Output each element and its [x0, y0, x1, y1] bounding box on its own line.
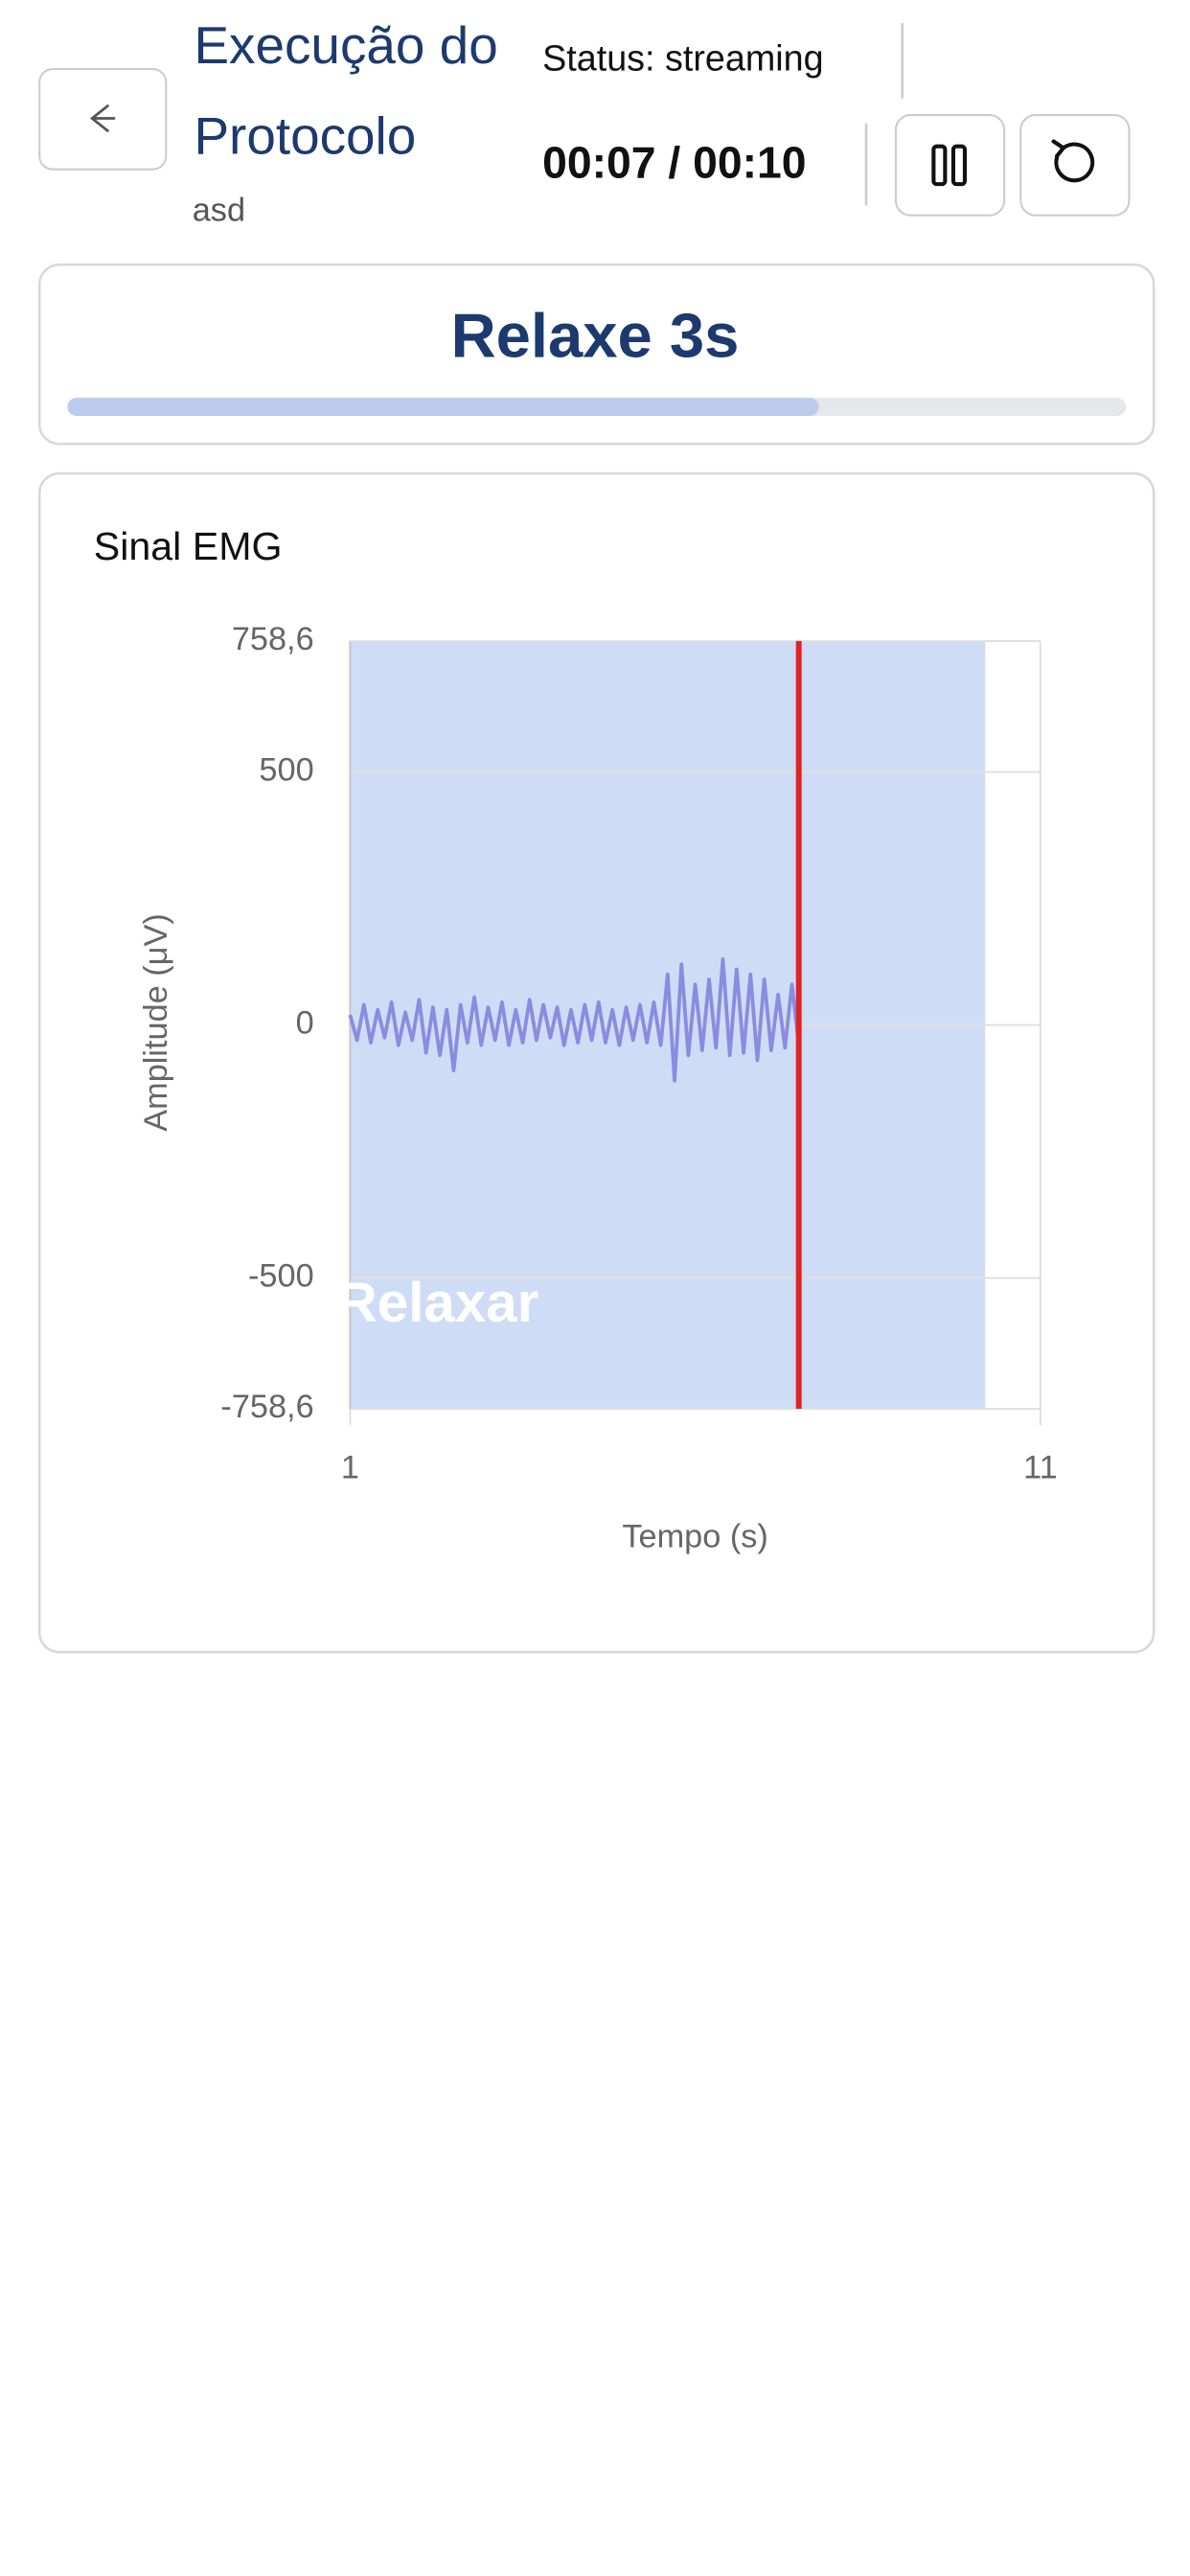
- x-tick-label: 11: [1023, 1450, 1058, 1486]
- signal-line: [348, 957, 801, 1083]
- phase-title: Relaxe 3s: [451, 300, 740, 370]
- page-title: Protocolo: [194, 105, 416, 165]
- x-axis-label: Tempo (s): [622, 1519, 767, 1555]
- pause-icon: [931, 144, 948, 187]
- page-title: Execução do: [194, 15, 497, 75]
- y-tick-label: -500: [248, 1258, 314, 1295]
- region-label: Relaxar: [337, 1272, 539, 1334]
- x-tick-label: 1: [341, 1450, 359, 1486]
- chart-title: Sinal EMG: [94, 524, 283, 568]
- y-axis-label: Amplitude (μV): [138, 913, 174, 1132]
- y-tick-label: 758,6: [232, 621, 314, 657]
- y-tick-label: 500: [259, 752, 313, 789]
- pause-icon: [950, 144, 968, 187]
- progress-fill: [67, 398, 819, 416]
- reset-icon: [1051, 139, 1095, 183]
- y-tick-label: 0: [296, 1005, 314, 1042]
- back-icon: [89, 104, 116, 133]
- reset-button[interactable]: [1019, 114, 1131, 217]
- y-tick-label: -758,6: [220, 1389, 313, 1425]
- status: Status: streaming: [542, 37, 824, 78]
- page-subtitle: asd: [193, 192, 245, 228]
- timer: 00:07 / 00:10: [542, 137, 806, 187]
- pause-button[interactable]: [894, 114, 1006, 217]
